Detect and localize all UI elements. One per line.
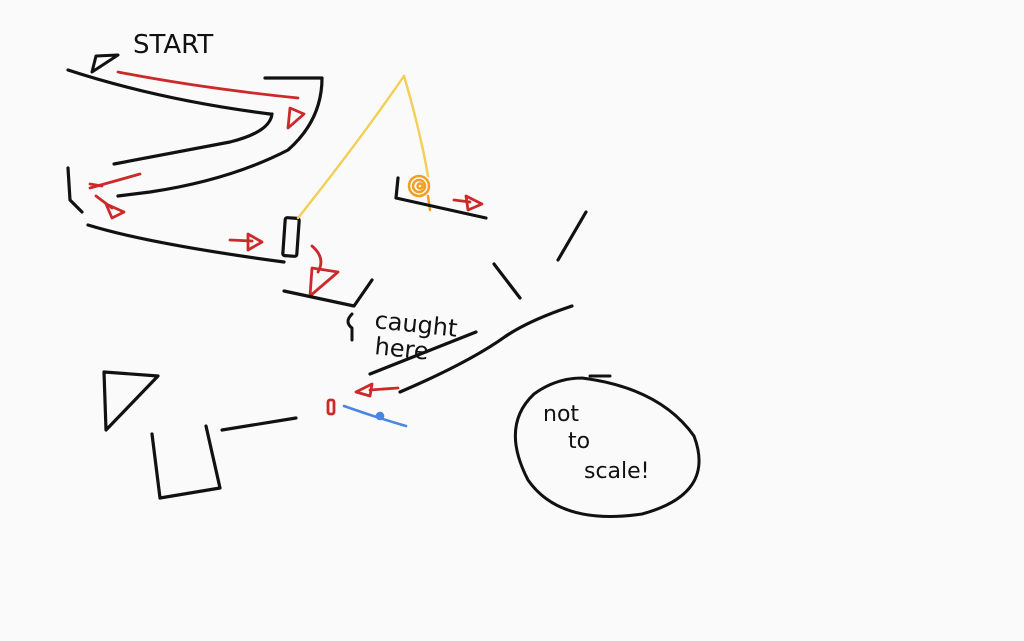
domino-block [281,216,301,258]
path-arrows-top [88,70,306,220]
arrow-icon [354,382,374,398]
arrow-icon [88,182,104,188]
marker-icon [326,398,336,416]
caught-pointer [346,312,354,342]
ball-icon [407,174,432,212]
main-ramp [368,330,508,394]
start-arrow-icon [90,53,120,74]
catch-cup [282,278,374,308]
note-line-not: not [543,402,579,427]
path-arrows-ramp [326,382,400,416]
triangle-block [102,370,160,432]
note-bubble [513,374,701,518]
pendulum-rope-left [296,74,406,220]
funnel [492,210,588,338]
pendulum-rope-right [402,74,430,178]
arrow-icon [246,232,264,252]
pendulum [296,74,430,220]
note-line-to: to [568,429,590,454]
top-ramp [66,68,324,214]
arrow-icon [308,266,340,298]
blue-catcher [342,404,408,428]
arrow-icon [464,194,484,212]
arrow-icon [286,106,306,130]
path-arrows-ball [452,194,484,212]
arrow-icon [104,202,126,220]
note-line-scale: scale! [584,459,650,484]
lower-track [86,216,301,264]
bucket-rim-line [220,416,298,432]
path-arrows-mid [228,232,340,298]
bucket [150,424,222,500]
ball-shelf [394,176,488,220]
start-label: START [133,30,213,60]
lower-left-shapes [102,370,298,500]
